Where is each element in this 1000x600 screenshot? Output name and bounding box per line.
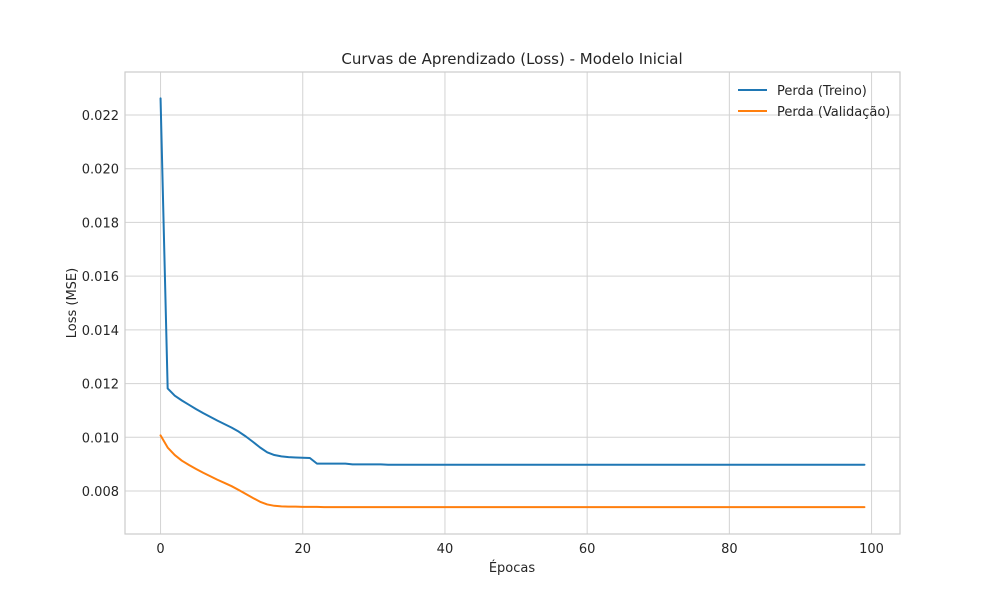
y-tick-label: 0.014 (82, 324, 119, 339)
x-tick-label: 20 (294, 542, 311, 557)
y-tick-label: 0.008 (82, 485, 119, 500)
x-axis-label: Épocas (489, 560, 536, 576)
legend-label-0: Perda (Treino) (777, 84, 867, 99)
grid-lines (125, 72, 900, 534)
series-line-1 (159, 434, 866, 509)
series-lines (159, 97, 866, 509)
x-tick-label: 100 (859, 542, 884, 557)
series-line-0 (159, 97, 866, 466)
x-tick-label: 0 (156, 542, 164, 557)
legend: Perda (Treino) Perda (Validação) (738, 84, 890, 120)
y-tick-label: 0.010 (82, 431, 119, 446)
y-axis-label: Loss (MSE) (65, 268, 80, 338)
x-tick-label: 40 (437, 542, 454, 557)
legend-label-1: Perda (Validação) (777, 105, 890, 120)
tick-labels: 0 20 40 60 80 100 0.008 0.010 0.012 0.014 0.016 0.0… (82, 109, 884, 557)
y-tick-label: 0.016 (82, 270, 119, 285)
plot-frame (124, 71, 901, 535)
y-tick-label: 0.018 (82, 216, 119, 231)
chart-title: Curvas de Aprendizado (Loss) - Modelo In… (341, 50, 682, 68)
y-tick-label: 0.020 (82, 163, 119, 178)
y-tick-label: 0.012 (82, 378, 119, 393)
x-tick-label: 60 (579, 542, 596, 557)
y-tick-label: 0.022 (82, 109, 119, 124)
x-tick-label: 80 (721, 542, 738, 557)
